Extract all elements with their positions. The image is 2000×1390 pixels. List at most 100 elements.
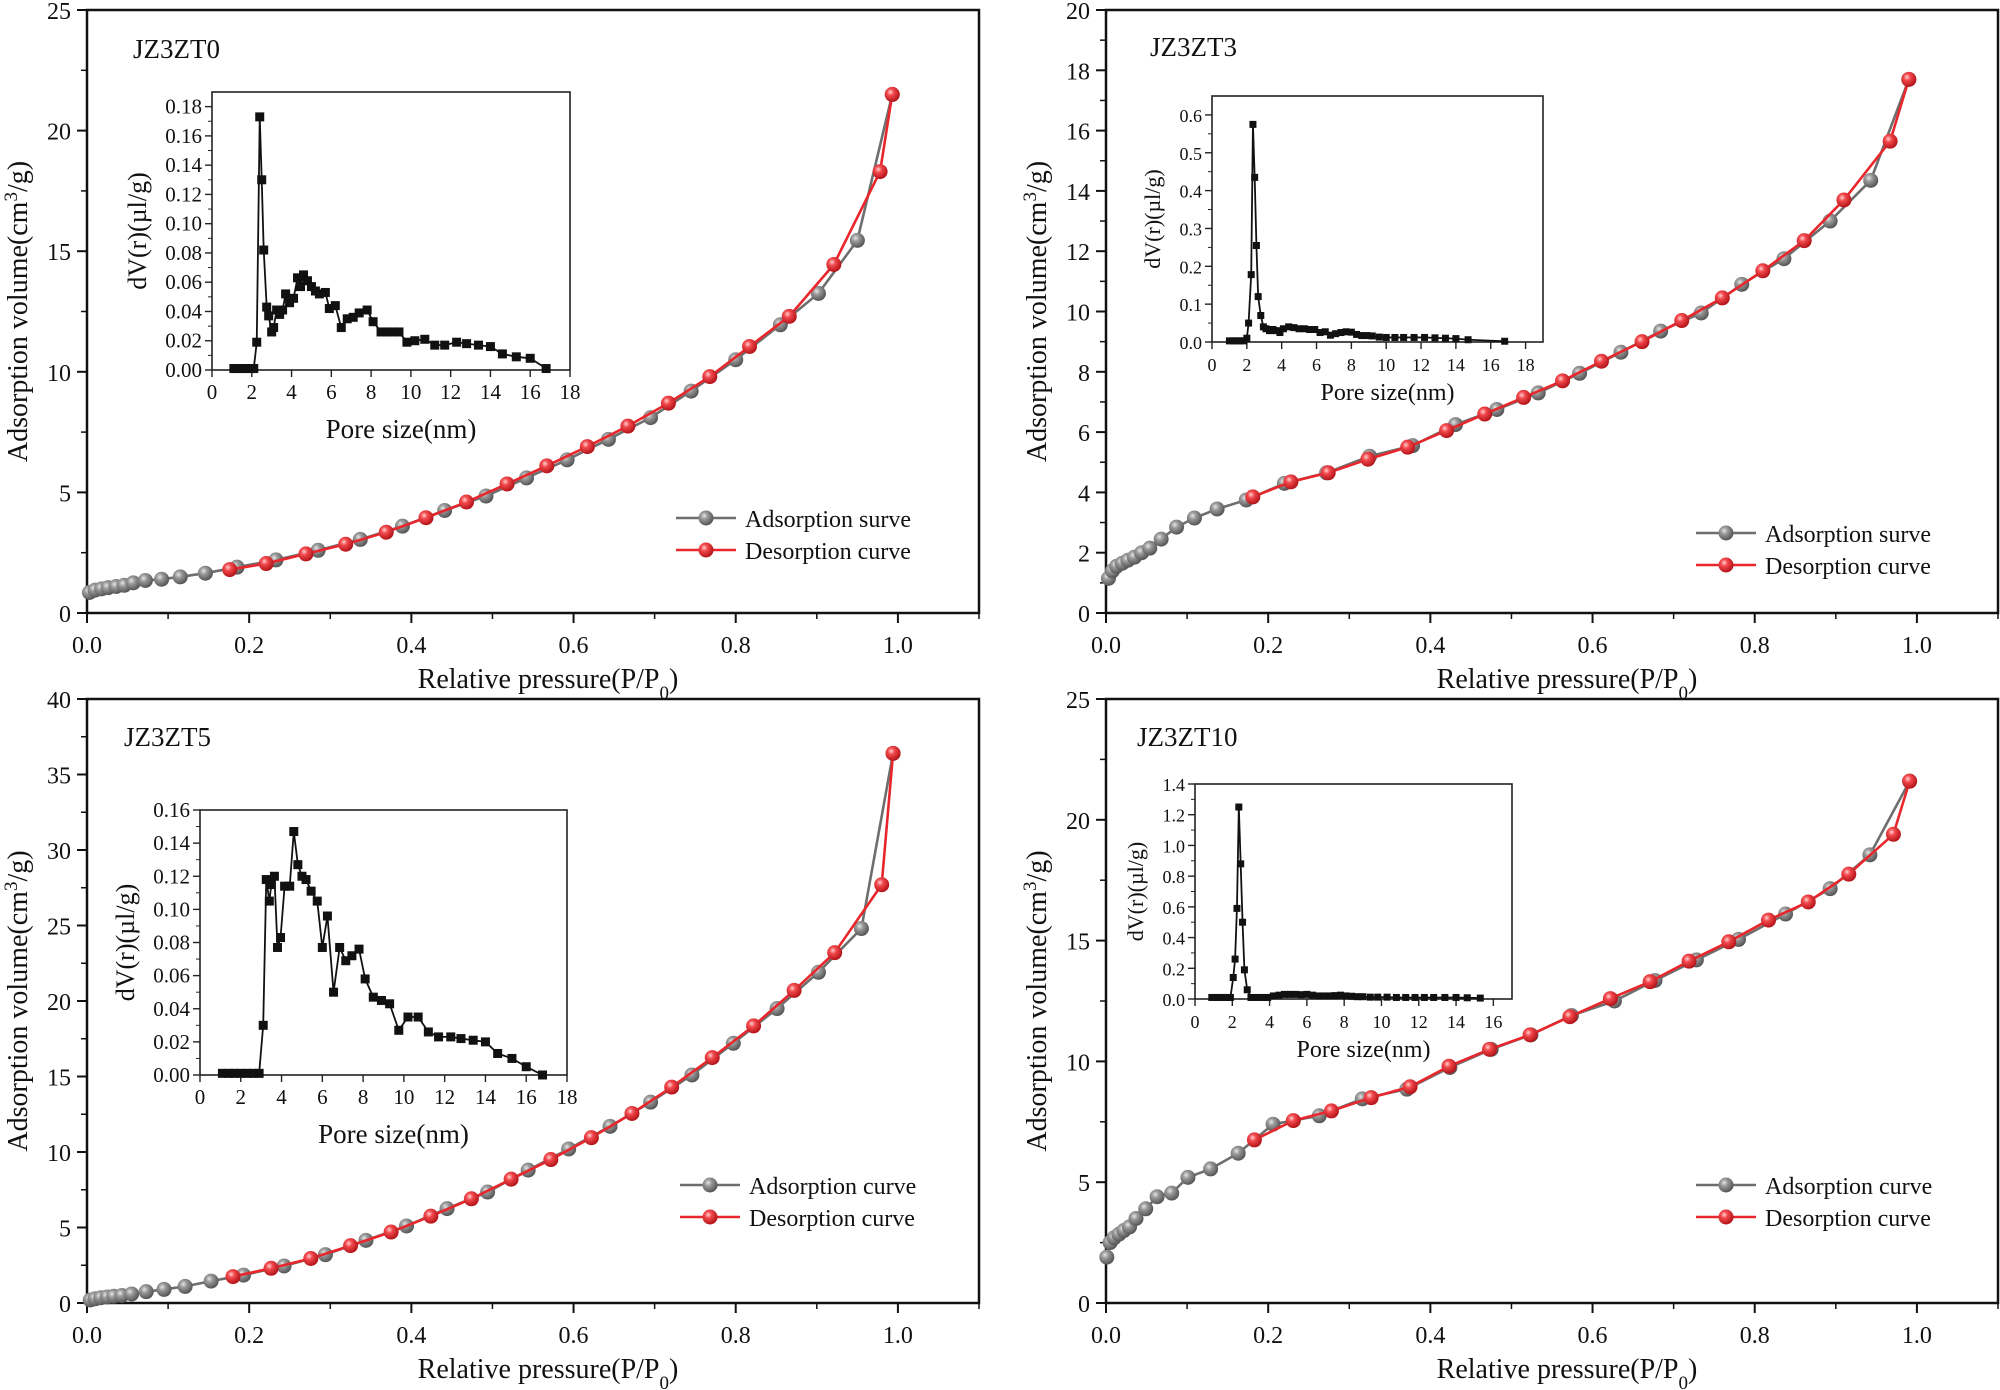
inset-data-point [312, 896, 322, 906]
legend-label: Desorption curve [1765, 1206, 1931, 1232]
inset-data-point [1292, 990, 1300, 998]
data-point-adsorption [154, 571, 170, 587]
inset-data-point [254, 1068, 264, 1078]
panel-jz3zt10: JZ3ZT10 0.0 0.2 0.4 0.6 0.8 1.00510152025Rela… [1020, 688, 2000, 1390]
legend-marker [1718, 525, 1734, 541]
y-tick-label: 16 [1066, 120, 1090, 146]
inset-data-point [293, 273, 303, 283]
inset-data-point [293, 860, 303, 870]
inset-x-tick-label: 10 [1377, 355, 1395, 375]
inset-data-point [1431, 334, 1439, 342]
data-point-desorption [1755, 263, 1771, 279]
inset-data-point [1208, 993, 1216, 1001]
inset-data-point [296, 282, 306, 292]
legend-marker [1718, 557, 1734, 573]
inset-data-point [249, 364, 259, 374]
inset-data-point [354, 308, 364, 318]
inset-data-point [1275, 991, 1283, 999]
inset-data-point [1243, 334, 1251, 342]
inset-y-tick-label: 0.2 [1163, 959, 1186, 979]
inset-data-point [1342, 992, 1350, 1000]
legend-marker [698, 510, 714, 526]
inset-x-tick-label: 10 [1372, 1012, 1390, 1032]
inset-x-tick-label: 14 [480, 380, 502, 404]
y-axis-label-sup: 3 [1, 882, 22, 892]
data-point-desorption [338, 536, 354, 552]
x-tick-label: 0.0 [72, 633, 102, 659]
legend-label: Adsorption surve [745, 507, 911, 533]
data-point-desorption [781, 308, 797, 324]
x-tick-label: 1.0 [1902, 1323, 1932, 1349]
inset-data-point [360, 974, 370, 984]
inset-data-point [525, 353, 535, 363]
data-point-desorption [1593, 353, 1609, 369]
x-axis-label: Relative pressure(P/P0) [418, 1354, 679, 1390]
inset-data-point [511, 352, 521, 362]
data-point-desorption [225, 1269, 241, 1285]
inset-data-point [468, 1035, 478, 1045]
data-point-desorption [1245, 489, 1261, 505]
data-point-adsorption [559, 452, 575, 468]
inset-data-point [1254, 293, 1262, 301]
x-tick-label: 0.6 [1578, 1323, 1608, 1349]
y-axis-label-end: /g) [3, 850, 34, 881]
y-axis-label-end: /g) [1022, 161, 1053, 192]
inset-y-tick-label: 0.1 [1180, 295, 1203, 315]
data-point-adsorption [1203, 1161, 1219, 1177]
inset-data-point [1235, 803, 1243, 811]
inset-y-axis-label: dV(r)(µl/g) [1140, 169, 1165, 268]
inset-y-tick-label: 0.08 [165, 241, 202, 265]
data-point-desorption [1721, 934, 1737, 950]
inset-y-tick-label: 0.16 [153, 798, 190, 822]
y-tick-label: 30 [47, 839, 71, 865]
inset-x-tick-label: 6 [317, 1085, 328, 1109]
inset-y-tick-label: 0.02 [165, 329, 202, 353]
inset-data-point [362, 305, 372, 315]
data-point-desorption [459, 494, 475, 510]
inset-y-tick-label: 0.12 [165, 182, 202, 206]
y-tick-label: 25 [47, 0, 71, 25]
data-point-desorption [1516, 389, 1532, 405]
inset-data-point [1239, 918, 1247, 926]
inset-data-point [1400, 333, 1408, 341]
inset-data-point [302, 276, 312, 286]
inset-data-point [1430, 993, 1438, 1001]
data-point-desorption [746, 1018, 762, 1034]
inset-data-point [1226, 993, 1234, 1001]
inset-data-point [430, 340, 440, 350]
inset-x-tick-label: 4 [276, 1085, 287, 1109]
inset-data-point [298, 270, 308, 280]
inset-data-point [541, 364, 551, 374]
inset-x-tick-label: 14 [1447, 1012, 1465, 1032]
inset-x-tick-label: 8 [366, 380, 377, 404]
inset-data-point [329, 987, 339, 997]
inset-data-point [252, 337, 262, 347]
inset-data-point [258, 1020, 268, 1030]
inset-data-point [1342, 328, 1350, 336]
data-point-adsorption [1180, 1169, 1196, 1185]
inset-data-point [335, 942, 345, 952]
inset-data-point [301, 875, 311, 885]
inset-y-tick-label: 0.4 [1163, 929, 1186, 949]
inset-data-point [1306, 326, 1314, 334]
inset-data-point [1321, 328, 1329, 336]
x-axis-label-sub: 0 [1679, 683, 1689, 704]
data-point-desorption [1402, 1079, 1418, 1095]
inset-x-tick-label: 16 [1482, 355, 1500, 375]
data-point-desorption [583, 1130, 599, 1146]
inset-x-tick-label: 12 [1412, 355, 1430, 375]
data-point-desorption [303, 1250, 319, 1266]
data-point-desorption [263, 1260, 279, 1276]
inset-y-tick-label: 0.2 [1180, 257, 1203, 277]
inset-data-point [1382, 333, 1390, 341]
legend-label: Desorption curve [749, 1206, 915, 1232]
inset-data-point [368, 992, 378, 1002]
inset-x-tick-label: 6 [326, 380, 337, 404]
inset-data-point [446, 1032, 456, 1042]
y-tick-label: 20 [47, 120, 71, 146]
inset-data-point [1452, 335, 1460, 343]
inset-series-line [222, 831, 543, 1076]
data-point-desorption [1283, 474, 1299, 490]
data-point-desorption [1477, 406, 1493, 422]
